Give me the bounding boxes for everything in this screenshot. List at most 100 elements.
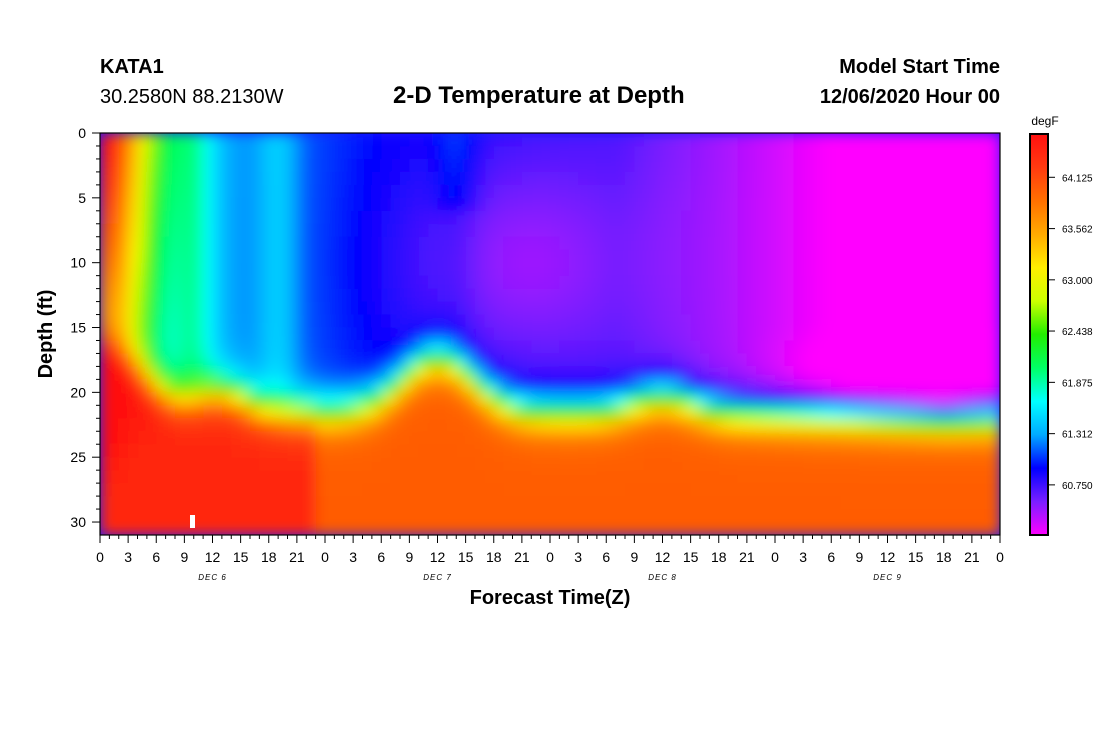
heat-cell: [662, 210, 673, 225]
heat-cell: [109, 444, 120, 458]
heat-cell: [437, 146, 448, 160]
heat-cell: [896, 262, 908, 277]
heat-cell: [484, 496, 495, 510]
heat-cell: [634, 249, 645, 264]
heat-cell: [596, 418, 608, 433]
heat-cell: [287, 210, 298, 225]
heat-cell: [915, 171, 926, 186]
heat-cell: [437, 314, 448, 329]
heat-cell: [137, 223, 148, 238]
heat-cell: [381, 366, 392, 381]
heat-cell: [306, 353, 317, 368]
x-tick-label: 0: [771, 549, 779, 565]
heat-cell: [746, 210, 758, 225]
heat-cell: [643, 340, 654, 355]
heat-cell: [437, 210, 448, 225]
heat-cell: [343, 509, 354, 523]
heat-cell: [325, 262, 336, 277]
x-tick-label: 12: [655, 549, 671, 565]
heat-cell: [709, 405, 720, 420]
heat-cell: [146, 275, 158, 290]
heat-cell: [878, 197, 889, 212]
heat-cell: [428, 509, 439, 523]
heat-cell: [465, 379, 476, 394]
heat-cell: [268, 288, 279, 303]
heat-cell: [334, 418, 345, 433]
heat-cell: [118, 158, 129, 173]
heat-cell: [906, 133, 917, 147]
heat-cell: [400, 184, 411, 199]
heat-cell: [746, 327, 758, 342]
heat-cell: [268, 366, 279, 381]
heat-cell: [606, 327, 617, 342]
heat-cell: [400, 353, 411, 368]
heat-cell: [850, 236, 861, 251]
heat-cell: [203, 522, 214, 535]
heat-cell: [100, 470, 111, 484]
heat-cell: [568, 236, 579, 251]
heat-cell: [287, 146, 298, 160]
heat-cell: [568, 431, 579, 446]
heat-cell: [803, 483, 814, 497]
heat-cell: [625, 496, 636, 510]
heat-cell: [953, 418, 964, 433]
heat-cell: [962, 236, 973, 251]
heat-cell: [596, 405, 608, 420]
heat-cell: [493, 275, 504, 290]
heat-cell: [840, 171, 851, 186]
heat-cell: [896, 496, 908, 510]
heat-cell: [746, 133, 758, 147]
heat-cell: [812, 249, 823, 264]
heat-cell: [887, 184, 898, 199]
heat-cell: [990, 288, 1000, 303]
heat-cell: [306, 457, 317, 471]
heat-cell: [484, 340, 495, 355]
heat-cell: [700, 171, 711, 186]
heat-cell: [540, 405, 551, 420]
heat-cell: [934, 496, 945, 510]
heat-cell: [925, 392, 936, 407]
heat-cell: [953, 301, 964, 316]
heat-cell: [484, 444, 495, 458]
heat-cell: [850, 184, 861, 199]
heat-cell: [231, 288, 242, 303]
heat-cell: [531, 210, 542, 225]
heat-cell: [184, 418, 195, 433]
heat-cell: [250, 392, 261, 407]
heat-cell: [859, 327, 870, 342]
heat-cell: [484, 158, 495, 173]
heat-cell: [446, 223, 458, 238]
heat-cell: [212, 418, 223, 433]
heat-cell: [700, 275, 711, 290]
heat-cell: [596, 275, 608, 290]
heat-cell: [493, 392, 504, 407]
heat-cell: [437, 171, 448, 186]
heat-cell: [550, 223, 561, 238]
x-tick-label: 15: [458, 549, 474, 565]
heat-cell: [409, 353, 420, 368]
heat-cell: [250, 405, 261, 420]
x-tick-label: 21: [289, 549, 305, 565]
heat-cell: [596, 496, 608, 510]
heat-cell: [231, 327, 242, 342]
heat-cell: [165, 171, 176, 186]
heat-cell: [671, 418, 683, 433]
heat-cell: [587, 496, 598, 510]
heat-cell: [128, 327, 139, 342]
heat-cell: [596, 223, 608, 238]
heat-cell: [240, 249, 251, 264]
heat-cell: [456, 288, 467, 303]
heat-cell: [662, 405, 673, 420]
heat-cell: [831, 146, 842, 160]
heat-cell: [540, 483, 551, 497]
x-tick-label: 9: [630, 549, 638, 565]
heat-cell: [559, 496, 570, 510]
heat-cell: [109, 340, 120, 355]
heat-cell: [156, 171, 167, 186]
heat-cell: [203, 223, 214, 238]
heat-cell: [296, 262, 308, 277]
heat-cell: [390, 223, 401, 238]
heat-cell: [634, 262, 645, 277]
heat-cell: [990, 249, 1000, 264]
heat-cell: [953, 146, 964, 160]
